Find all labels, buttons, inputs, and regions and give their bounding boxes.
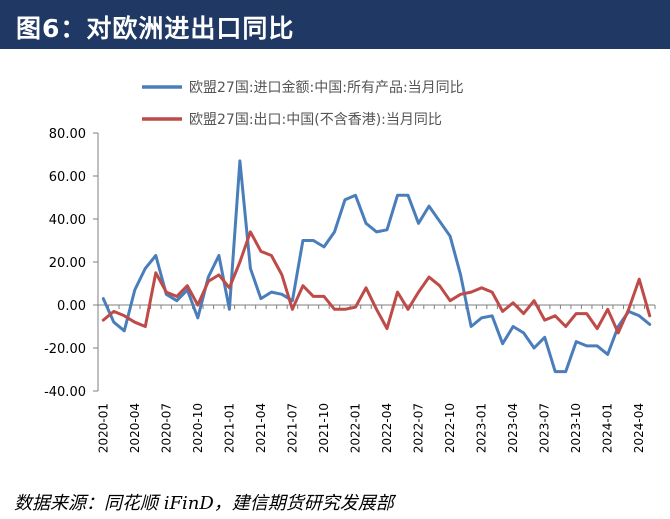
series-line-export — [101, 230, 652, 335]
title-bar: 图6：对欧洲进出口同比 — [0, 0, 670, 49]
x-tick-label: 2022-07 — [412, 403, 426, 453]
line-chart: 欧盟27国:进口金额:中国:所有产品:当月同比 欧盟27国:出口:中国(不含香港… — [44, 80, 656, 453]
x-tick-label: 2024-01 — [601, 403, 615, 453]
x-tick-label: 2023-07 — [538, 403, 552, 453]
y-tick-label: 80.00 — [49, 127, 86, 142]
legend-label-export: 欧盟27国:出口:中国(不含香港):当月同比 — [189, 112, 442, 128]
x-axis: 2020-01 2020-04 2020-07 2020-10 2021-01 2021-… — [96, 304, 656, 453]
x-tick-label: 2021-01 — [222, 403, 236, 453]
y-tick-label: -20.00 — [44, 342, 86, 357]
x-tick-label: 2020-07 — [159, 403, 173, 453]
y-tick-label: 20.00 — [49, 256, 86, 271]
legend-label-import: 欧盟27国:进口金额:中国:所有产品:当月同比 — [189, 80, 464, 96]
x-tick-label: 2022-04 — [380, 403, 394, 453]
x-tick-label: 2021-07 — [285, 403, 299, 453]
y-axis: 80.00 60.00 40.00 20.00 0.00 -20.00 -40.00 — [44, 127, 99, 400]
x-tick-label: 2020-10 — [191, 403, 205, 453]
x-tick-label: 2021-10 — [317, 403, 331, 453]
x-tick-label: 2023-10 — [569, 403, 583, 453]
figure-title: 图6：对欧洲进出口同比 — [16, 14, 295, 43]
legend: 欧盟27国:进口金额:中国:所有产品:当月同比 欧盟27国:出口:中国(不含香港… — [142, 80, 464, 128]
x-tick-label: 2022-10 — [443, 403, 457, 453]
y-tick-label: 0.00 — [57, 299, 86, 314]
chart-area: 欧盟27国:进口金额:中国:所有产品:当月同比 欧盟27国:出口:中国(不含香港… — [0, 49, 670, 483]
y-tick-label: 60.00 — [49, 170, 86, 185]
x-tick-label: 2023-01 — [475, 403, 489, 453]
y-tick-label: 40.00 — [49, 213, 86, 228]
data-source-note: 数据来源：同花顺 iFinD，建信期货研究发展部 — [14, 493, 394, 514]
series-layer — [101, 159, 652, 374]
x-tick-label: 2024-04 — [632, 403, 646, 453]
x-tick-label: 2023-04 — [506, 403, 520, 453]
x-tick-label: 2020-04 — [128, 403, 142, 453]
x-tick-label: 2022-01 — [348, 403, 362, 453]
x-tick-label: 2021-04 — [254, 403, 268, 453]
y-tick-label: -40.00 — [44, 385, 86, 400]
x-tick-label: 2020-01 — [96, 403, 110, 453]
series-line-import — [101, 159, 652, 374]
